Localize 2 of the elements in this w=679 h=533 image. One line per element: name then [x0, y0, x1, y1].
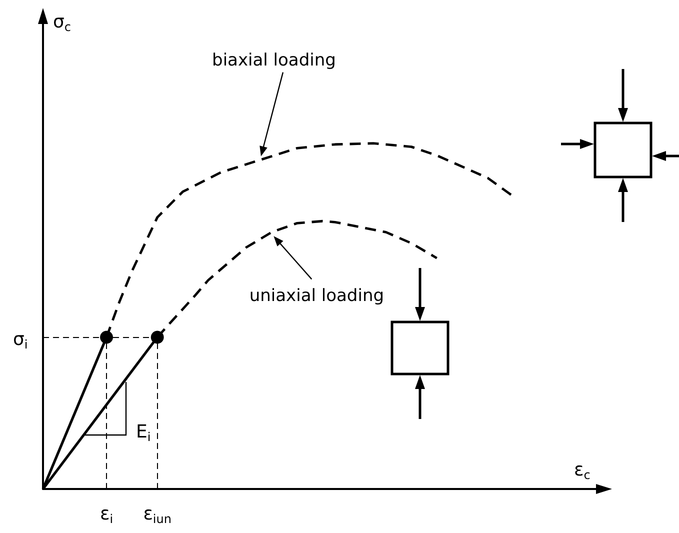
annotation: uniaxial loading: [249, 286, 384, 306]
text: biaxial loading: [212, 50, 336, 70]
